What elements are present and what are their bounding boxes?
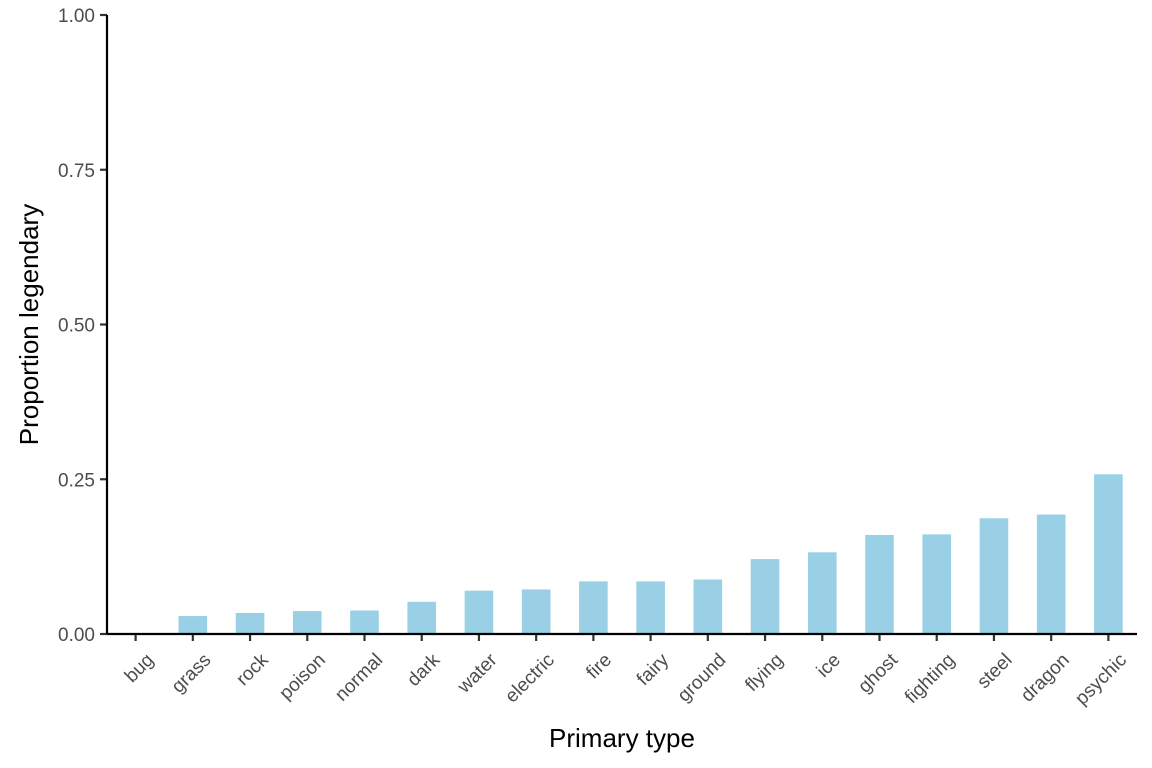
bar-rock xyxy=(235,612,265,634)
x-tick-label: normal xyxy=(331,650,387,706)
bar-grass xyxy=(178,616,208,634)
bar-ice xyxy=(807,552,837,634)
x-tick-label: bug xyxy=(121,650,158,687)
x-tick-label: fire xyxy=(582,650,616,684)
x-tick-label: ghost xyxy=(854,649,902,697)
bar-electric xyxy=(521,589,551,634)
x-tick-label: grass xyxy=(168,650,216,698)
y-tick-label: 1.00 xyxy=(58,6,95,27)
x-tick-label: ground xyxy=(674,650,731,707)
x-tick-label: water xyxy=(453,649,502,698)
bar-flying xyxy=(750,559,780,634)
x-tick-label: dark xyxy=(403,649,444,690)
bar-water xyxy=(464,590,494,634)
bar-steel xyxy=(979,518,1009,634)
x-axis-ticks: bug grass rock poison normal dark water electri… xyxy=(121,634,1131,709)
y-tick-label: 0.50 xyxy=(58,316,95,337)
x-tick-label: rock xyxy=(232,649,273,690)
bar-fighting xyxy=(922,534,952,634)
y-axis-ticks: 0.00 0.25 0.50 0.75 1.00 xyxy=(58,6,107,646)
y-tick-label: 0.25 xyxy=(58,470,95,491)
x-tick-label: electric xyxy=(501,650,558,707)
x-tick-label: fairy xyxy=(633,649,674,690)
bar-fire xyxy=(579,581,608,634)
x-axis-title: Primary type xyxy=(549,723,695,753)
bar-ground xyxy=(693,579,723,634)
bar-poison xyxy=(292,611,322,634)
x-tick-label: psychic xyxy=(1071,650,1131,710)
bar-dark xyxy=(407,601,437,634)
x-tick-label: dragon xyxy=(1017,650,1074,707)
y-tick-label: 0.00 xyxy=(58,625,95,646)
x-tick-label: poison xyxy=(275,650,329,704)
y-tick-label: 0.75 xyxy=(58,161,95,182)
y-axis-title: Proportion legendary xyxy=(14,204,44,445)
bar-fairy xyxy=(636,581,665,634)
x-tick-label: flying xyxy=(741,650,787,696)
bars-group xyxy=(178,474,1123,634)
bar-psychic xyxy=(1094,474,1123,634)
x-tick-label: fighting xyxy=(901,650,959,708)
bar-ghost xyxy=(865,534,894,634)
bar-normal xyxy=(350,610,379,634)
x-tick-label: ice xyxy=(813,650,845,682)
x-tick-label: steel xyxy=(973,650,1016,693)
bar-dragon xyxy=(1036,514,1066,634)
